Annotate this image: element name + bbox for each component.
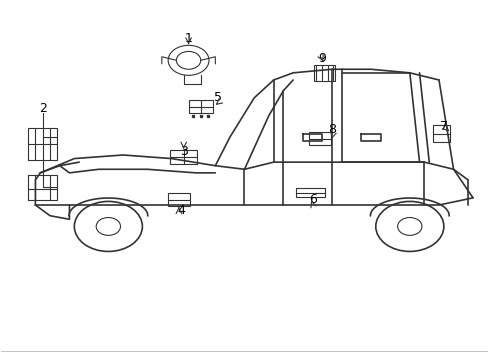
Text: 3: 3 xyxy=(180,145,187,158)
Bar xyxy=(432,125,449,143)
Text: 6: 6 xyxy=(308,193,316,206)
Text: 5: 5 xyxy=(213,91,221,104)
Bar xyxy=(313,65,335,81)
Text: 1: 1 xyxy=(184,32,192,45)
Text: 9: 9 xyxy=(318,52,325,65)
Bar xyxy=(188,100,212,113)
Text: 4: 4 xyxy=(177,204,185,217)
Bar xyxy=(28,175,57,200)
Bar xyxy=(295,188,324,197)
Text: 7: 7 xyxy=(439,120,447,133)
Text: 8: 8 xyxy=(327,123,335,136)
Text: 2: 2 xyxy=(39,102,46,115)
Bar xyxy=(168,193,189,206)
Bar xyxy=(308,132,330,145)
Bar xyxy=(28,128,57,160)
Bar xyxy=(170,150,197,164)
